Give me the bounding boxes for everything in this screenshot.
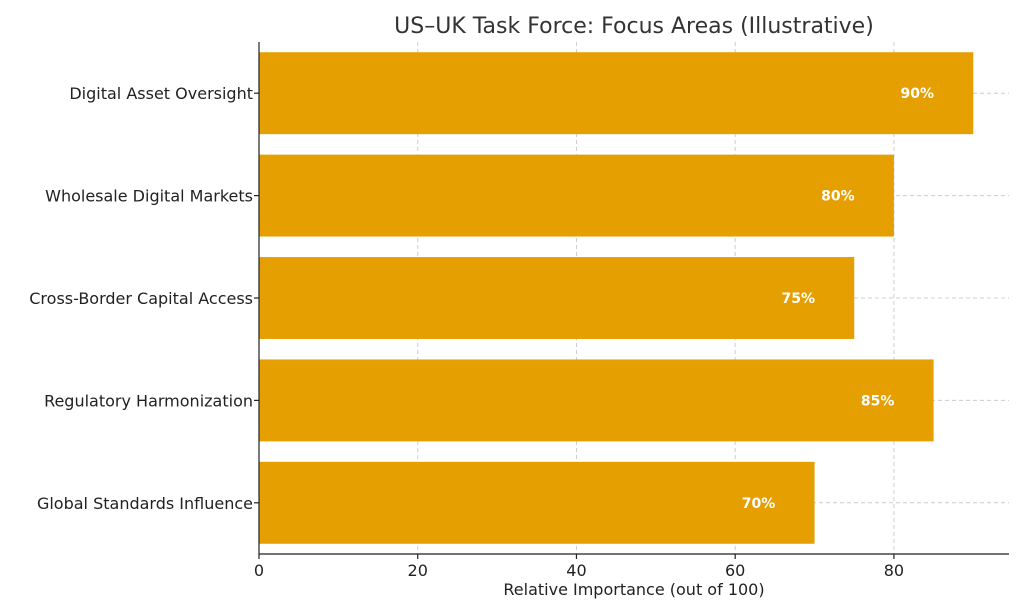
- bar-value-label: 75%: [781, 291, 815, 307]
- category-label: Regulatory Harmonization: [44, 391, 253, 410]
- x-tick-label: 60: [725, 561, 745, 580]
- x-tick-label: 0: [254, 561, 264, 580]
- bar: [259, 461, 815, 544]
- x-tick-label: 20: [408, 561, 428, 580]
- x-ticks: 0 20 40 60 80: [254, 92, 904, 580]
- category-label: Global Standards Influence: [37, 494, 253, 513]
- category-label: Digital Asset Oversight: [69, 84, 253, 103]
- bar: [259, 52, 974, 135]
- bar: [259, 257, 855, 339]
- bar: [259, 359, 934, 442]
- bar-value-label: 70%: [742, 496, 776, 512]
- bar-value-label: 90%: [901, 86, 935, 102]
- bar-value-label: 80%: [821, 189, 855, 205]
- bars: 90% 80% 75% 85% 70%: [259, 52, 974, 544]
- category-label: Wholesale Digital Markets: [45, 187, 253, 206]
- bar: [259, 154, 894, 237]
- chart-title: US–UK Task Force: Focus Areas (Illustrat…: [394, 14, 874, 39]
- category-label: Cross-Border Capital Access: [29, 289, 253, 308]
- category-labels: Digital Asset Oversight Wholesale Digital…: [29, 84, 253, 513]
- bar-value-label: 85%: [861, 393, 895, 409]
- x-tick-label: 80: [884, 561, 904, 580]
- x-tick-label: 40: [566, 561, 586, 580]
- x-axis-label: Relative Importance (out of 100): [503, 580, 764, 599]
